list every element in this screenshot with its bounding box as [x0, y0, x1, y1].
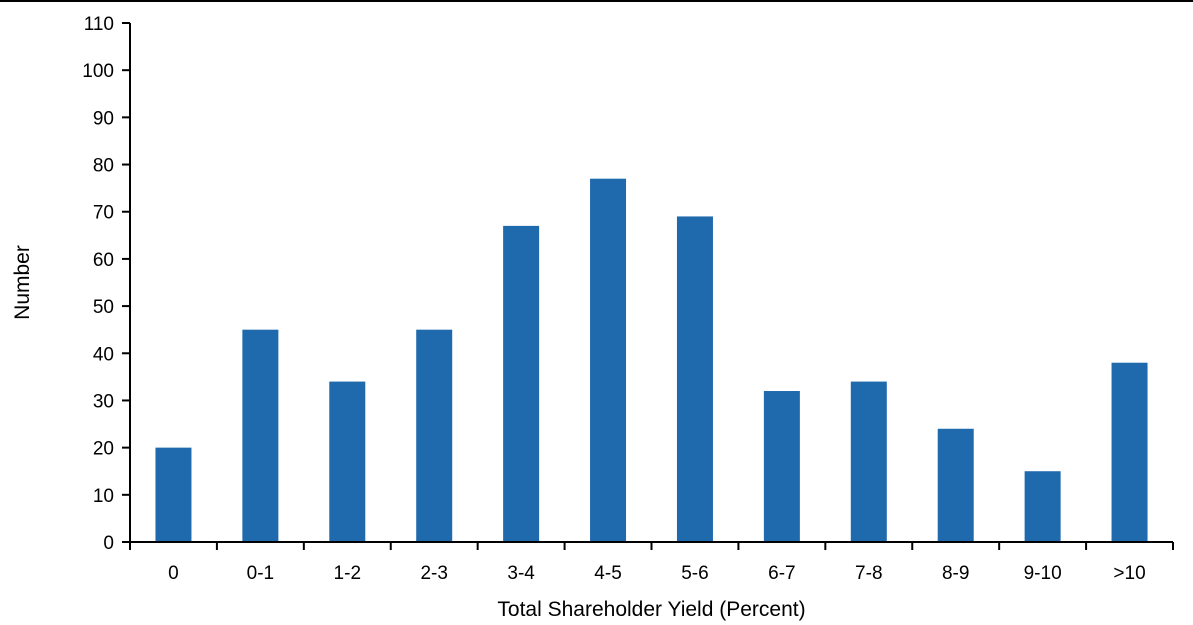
x-tick-label: 2-3	[420, 563, 447, 584]
x-tick-label: >10	[1113, 563, 1145, 584]
bar	[416, 329, 453, 542]
y-axis-title: Number	[11, 245, 34, 320]
y-tick-label: 60	[93, 250, 114, 271]
top-rule	[0, 0, 1193, 2]
x-axis-title: Total Shareholder Yield (Percent)	[497, 598, 805, 621]
y-tick-label: 100	[82, 61, 114, 82]
y-axis-ticks: 0 10 20 30 40 50 60 70 80 90 100 110	[82, 14, 130, 554]
bars	[155, 178, 1148, 543]
x-axis-ticks: 0 0-1 1-2 2-3 3-4 4-5 5-6 6-7 7-8 8-9 9-10 >10	[129, 542, 1174, 584]
y-tick-label: 10	[93, 486, 114, 507]
x-tick-label: 0-1	[247, 563, 274, 584]
x-tick-label: 4-5	[594, 563, 621, 584]
y-tick-label: 70	[93, 203, 114, 224]
x-tick-label: 1-2	[334, 563, 361, 584]
bar	[1111, 362, 1148, 542]
bar	[242, 329, 279, 542]
y-tick-label: 80	[93, 156, 114, 177]
bar	[763, 391, 800, 542]
bar	[155, 447, 192, 542]
x-tick-label: 8-9	[942, 563, 969, 584]
bar	[503, 225, 540, 542]
bar	[937, 428, 974, 542]
bar	[329, 381, 366, 542]
bar	[1024, 471, 1061, 542]
y-tick-label: 40	[93, 344, 114, 365]
bar	[590, 178, 627, 542]
x-tick-label: 5-6	[681, 563, 708, 584]
y-tick-label: 110	[84, 14, 114, 35]
x-tick-label: 7-8	[855, 563, 882, 584]
bar	[676, 216, 713, 543]
x-tick-label: 6-7	[768, 563, 795, 584]
y-tick-label: 0	[103, 533, 114, 554]
x-tick-label: 3-4	[507, 563, 535, 584]
y-tick-label: 20	[93, 439, 114, 460]
y-tick-label: 50	[93, 297, 114, 318]
x-tick-label: 0	[168, 563, 179, 584]
bar	[850, 381, 887, 542]
x-tick-label: 9-10	[1024, 563, 1062, 584]
y-tick-label: 30	[93, 391, 114, 412]
y-tick-label: 90	[93, 108, 114, 129]
